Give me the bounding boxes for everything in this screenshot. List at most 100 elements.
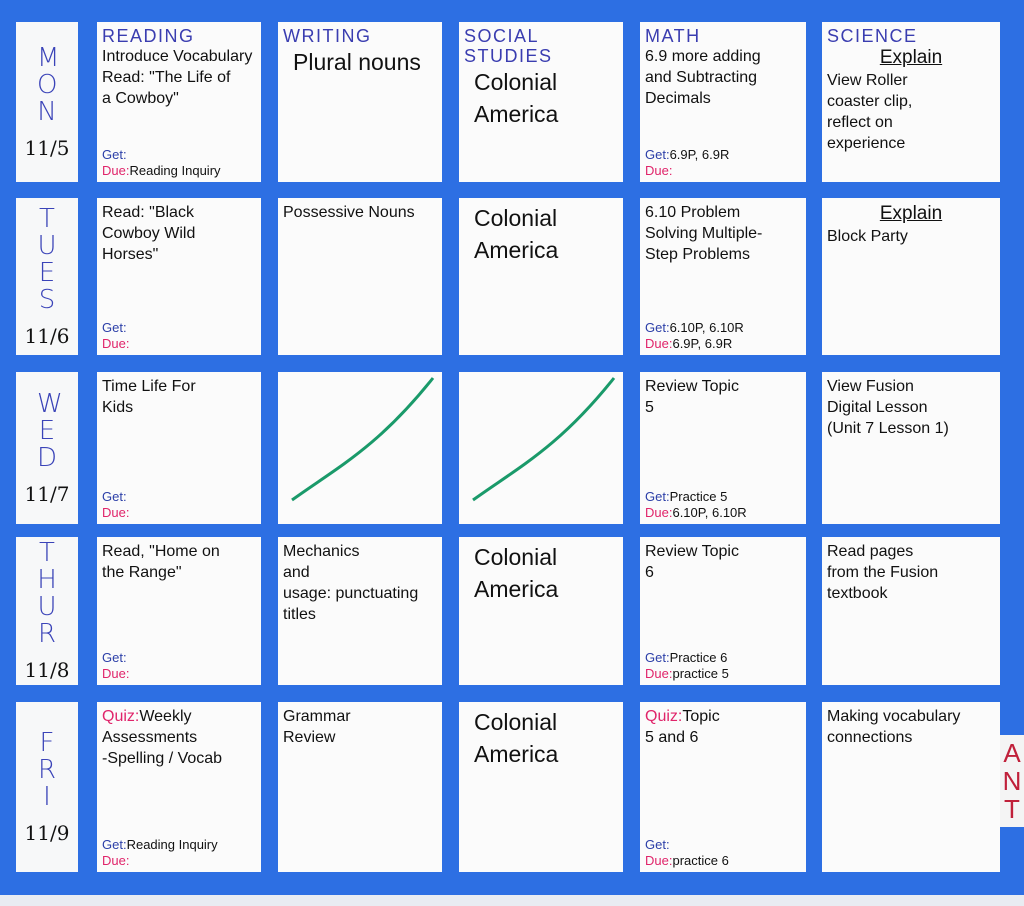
cell-text: Read: "Black Cowboy Wild Horses" bbox=[102, 202, 256, 265]
cell-text: Quiz:Topic 5 and 6 bbox=[645, 706, 801, 748]
planner-cell: WRITING Plural nouns bbox=[278, 22, 442, 182]
planner-cell: Read, "Home on the Range" Get: Due: bbox=[97, 537, 261, 685]
get-due-footer: Get: Due: bbox=[102, 650, 129, 682]
cell-text-body: Read pages from the Fusion textbook bbox=[827, 543, 939, 602]
get-line: Get:Practice 5 bbox=[645, 489, 747, 505]
cell-text: Colonial America bbox=[464, 66, 618, 130]
get-due-footer: Get: Due:Reading Inquiry bbox=[102, 147, 221, 179]
due-line: Due: bbox=[102, 666, 129, 682]
cell-text-body: Time Life For Kids bbox=[102, 378, 196, 416]
cell-text-body: Read, "Home on the Range" bbox=[102, 543, 220, 581]
cell-text-body: Colonial America bbox=[474, 709, 559, 767]
planner-cell: Colonial America bbox=[459, 702, 623, 872]
get-value: 6.9P, 6.9R bbox=[669, 147, 730, 162]
get-label: Get: bbox=[102, 837, 127, 852]
diagonal-line bbox=[291, 377, 435, 502]
due-label: Due: bbox=[102, 666, 130, 681]
get-value: Practice 5 bbox=[669, 489, 728, 504]
diagonal-line bbox=[472, 377, 616, 502]
cell-text: Plural nouns bbox=[283, 46, 437, 78]
planner-cell: Quiz:Weekly Assessments -Spelling / Voca… bbox=[97, 702, 261, 872]
cell-text-body: Colonial America bbox=[474, 544, 559, 602]
quiz-label: Quiz: bbox=[645, 708, 683, 725]
cell-text: Colonial America bbox=[464, 706, 618, 770]
cell-text: Review Topic 6 bbox=[645, 541, 801, 583]
due-line: Due:practice 5 bbox=[645, 666, 729, 682]
cell-text: Review Topic 5 bbox=[645, 376, 801, 418]
day-label-wed: WED 11/7 bbox=[16, 372, 78, 524]
day-name: FRI bbox=[37, 727, 57, 812]
cell-text-body: Block Party bbox=[827, 228, 908, 245]
due-line: Due: bbox=[102, 853, 218, 869]
get-line: Get: bbox=[102, 650, 129, 666]
subject-header: SOCIAL STUDIES bbox=[464, 26, 553, 66]
day-name: THUR bbox=[37, 538, 57, 649]
cell-heading: Explain bbox=[879, 203, 943, 224]
cell-text: Time Life For Kids bbox=[102, 376, 256, 418]
subject-header: WRITING bbox=[283, 26, 372, 46]
subject-header: READING bbox=[102, 26, 195, 46]
cell-text: Read pages from the Fusion textbook bbox=[827, 541, 995, 604]
planner-cell: Review Topic 5 Get:Practice 5 Due:6.10P, 6… bbox=[640, 372, 806, 524]
cell-text-body: Making vocabulary connections bbox=[827, 708, 961, 746]
due-value: practice 5 bbox=[672, 666, 729, 681]
side-poster-letters: ANT bbox=[1000, 735, 1024, 827]
day-name: TUES bbox=[37, 203, 57, 315]
due-line: Due: bbox=[645, 163, 729, 179]
cell-text-body: Colonial America bbox=[474, 69, 559, 127]
planner-cell: Read: "Black Cowboy Wild Horses" Get: Due: bbox=[97, 198, 261, 355]
get-label: Get: bbox=[645, 650, 670, 665]
planner-cell: SCIENCE Explain View Roller coaster clip, … bbox=[822, 22, 1000, 182]
planner-cell: Grammar Review bbox=[278, 702, 442, 872]
cell-text-body: View Fusion Digital Lesson (Unit 7 Lesso… bbox=[827, 378, 949, 437]
subject-header: SCIENCE bbox=[827, 26, 918, 46]
cell-text: View Fusion Digital Lesson (Unit 7 Lesso… bbox=[827, 376, 995, 439]
day-date: 11/9 bbox=[24, 820, 70, 845]
due-line: Due:practice 6 bbox=[645, 853, 729, 869]
get-due-footer: Get: Due: bbox=[102, 489, 129, 521]
get-label: Get: bbox=[645, 837, 670, 852]
day-name: WED bbox=[37, 388, 63, 473]
crossed-out-line bbox=[291, 377, 435, 502]
get-due-footer: Get:Reading Inquiry Due: bbox=[102, 837, 218, 869]
cell-text-body: Mechanics and usage: punctuating titles bbox=[283, 543, 419, 623]
get-line: Get: bbox=[102, 320, 129, 336]
cell-text-body: Review Topic 5 bbox=[645, 378, 739, 416]
planner-cell: Colonial America bbox=[459, 198, 623, 355]
day-label-mon: MON 11/5 bbox=[16, 22, 78, 182]
planner-cell: View Fusion Digital Lesson (Unit 7 Lesso… bbox=[822, 372, 1000, 524]
get-due-footer: Get:Practice 6 Due:practice 5 bbox=[645, 650, 729, 682]
day-date: 11/6 bbox=[24, 323, 70, 348]
due-value: 6.10P, 6.10R bbox=[672, 505, 747, 520]
cell-text: Making vocabulary connections bbox=[827, 706, 995, 748]
due-label: Due: bbox=[102, 336, 130, 351]
get-label: Get: bbox=[102, 489, 127, 504]
due-label: Due: bbox=[645, 853, 673, 868]
cell-text-body: Introduce Vocabulary Read: "The Life of … bbox=[102, 48, 253, 107]
day-name: MON bbox=[37, 42, 60, 127]
due-label: Due: bbox=[645, 336, 673, 351]
planner-cell: Mechanics and usage: punctuating titles bbox=[278, 537, 442, 685]
due-line: Due: bbox=[102, 336, 129, 352]
due-label: Due: bbox=[102, 505, 130, 520]
get-value: Reading Inquiry bbox=[126, 837, 218, 852]
get-due-footer: Get:Practice 5 Due:6.10P, 6.10R bbox=[645, 489, 747, 521]
planner-cell: Explain Block Party bbox=[822, 198, 1000, 355]
day-label-fri: FRI 11/9 bbox=[16, 702, 78, 872]
planner-cell: Read pages from the Fusion textbook bbox=[822, 537, 1000, 685]
cell-text: 6.10 Problem Solving Multiple- Step Prob… bbox=[645, 202, 801, 265]
planner-cell: SOCIAL STUDIES Colonial America bbox=[459, 22, 623, 182]
due-line: Due:6.10P, 6.10R bbox=[645, 505, 747, 521]
subject-header: MATH bbox=[645, 26, 701, 46]
get-due-footer: Get: Due:practice 6 bbox=[645, 837, 729, 869]
due-value: practice 6 bbox=[672, 853, 729, 868]
day-date: 11/8 bbox=[24, 658, 70, 682]
cell-text-body: Read: "Black Cowboy Wild Horses" bbox=[102, 204, 196, 263]
get-due-footer: Get:6.9P, 6.9R Due: bbox=[645, 147, 729, 179]
planner-cell: Colonial America bbox=[459, 537, 623, 685]
planner-cell bbox=[278, 372, 442, 524]
due-label: Due: bbox=[645, 505, 673, 520]
day-date: 11/5 bbox=[24, 135, 70, 160]
get-label: Get: bbox=[102, 147, 127, 162]
get-label: Get: bbox=[645, 147, 670, 162]
